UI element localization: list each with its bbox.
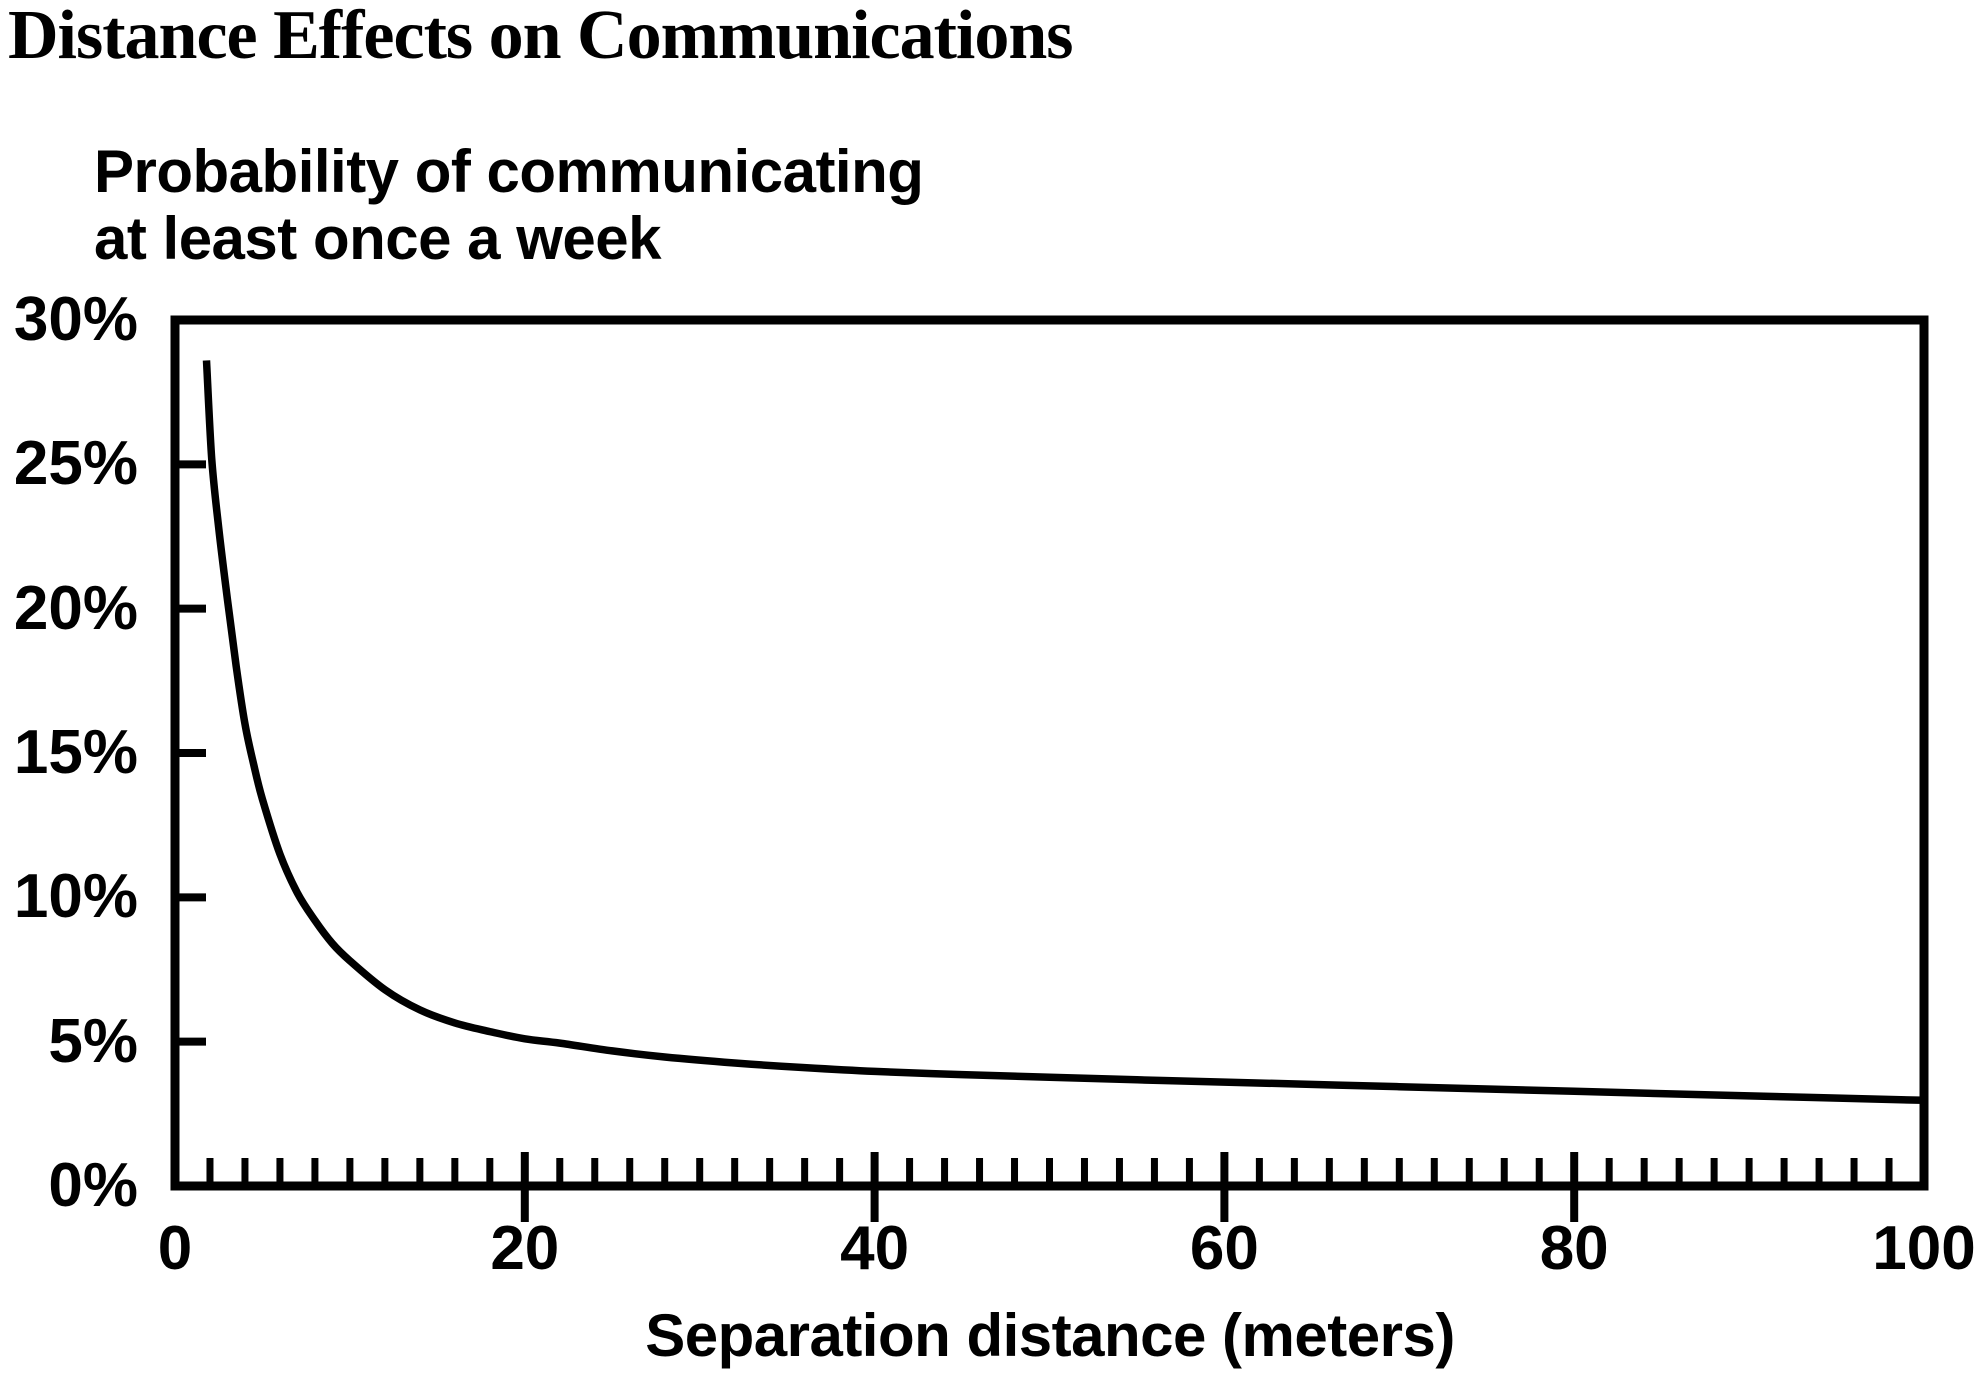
x-tick-label-60: 60 <box>1189 1214 1259 1283</box>
y-tick-label-25%: 25% <box>13 429 138 499</box>
plot-frame <box>170 315 1929 1191</box>
x-axis-major-tick-marks <box>520 1152 1579 1222</box>
x-tick-label-0: 0 <box>157 1214 193 1283</box>
y-tick-label-30%: 30% <box>13 285 138 354</box>
y-tick-label-20%: 20% <box>13 573 138 643</box>
probability-curve <box>202 360 1925 1105</box>
x-axis-title: Separation distance (meters) <box>645 1302 1455 1369</box>
y-tick-label-15%: 15% <box>13 718 138 787</box>
y-tick-label-5%: 5% <box>48 1006 138 1076</box>
y-axis-tick-marks <box>176 460 206 1046</box>
chart-title: Distance Effects on Communications <box>8 0 1074 74</box>
y-axis-title: Probability of communicating at least on… <box>94 138 924 272</box>
x-tick-label-80: 80 <box>1539 1214 1609 1283</box>
x-tick-label-20: 20 <box>490 1214 560 1283</box>
y-axis-title-line2: at least once a week <box>94 205 661 272</box>
y-axis-title-line1: Probability of communicating <box>94 138 924 205</box>
x-axis-minor-tick-marks <box>206 1158 1893 1183</box>
x-tick-label-40: 40 <box>840 1214 910 1283</box>
y-tick-label-10%: 10% <box>13 862 138 932</box>
x-tick-label-100: 100 <box>1872 1214 1974 1283</box>
y-tick-label-0%: 0% <box>48 1151 138 1220</box>
